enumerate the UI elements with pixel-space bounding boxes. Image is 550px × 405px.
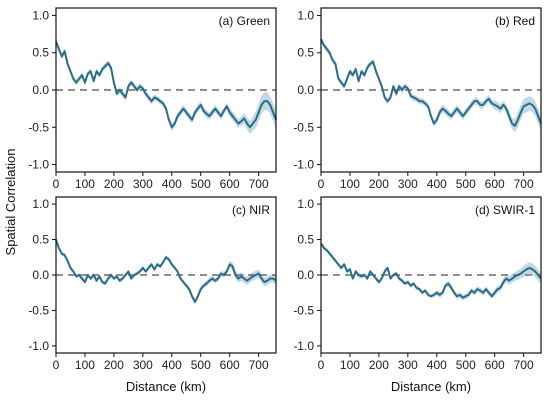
y-tick-label: -1.0 <box>293 158 314 172</box>
correlation-line-swir1 <box>320 242 542 299</box>
x-tick-label: 300 <box>398 177 418 191</box>
x-tick-label: 500 <box>191 177 211 191</box>
x-tick-label: 0 <box>53 177 60 191</box>
y-tick-label: 0.5 <box>32 233 49 247</box>
x-tick-label: 600 <box>485 358 505 372</box>
y-tick-label: 0.5 <box>297 46 314 60</box>
x-tick-label: 400 <box>427 177 447 191</box>
x-tick-label: 300 <box>133 358 153 372</box>
panel-swir1: -1.0 -0.5 0.0 0.5 1.0 0 100 200 300 400 500 600 700 (… <box>293 196 542 372</box>
x-tick-label: 200 <box>369 177 389 191</box>
panel-label-red: (b) Red <box>495 14 535 28</box>
x-tick-label: 100 <box>340 177 360 191</box>
x-tick-label: 600 <box>220 358 240 372</box>
y-tick-label: -1.0 <box>28 339 49 353</box>
y-axis-label: Spatial Correlation <box>3 149 18 256</box>
x-tick-label: 400 <box>162 358 182 372</box>
panel-red: -1.0 -0.5 0.0 0.5 1.0 0 100 200 300 400 500 600 700 (… <box>293 7 542 191</box>
y-tick-label: -1.0 <box>293 339 314 353</box>
confidence-band-green <box>56 38 276 134</box>
x-tick-label: 600 <box>485 177 505 191</box>
confidence-band-nir <box>56 237 276 305</box>
y-tick-label: -0.5 <box>293 120 314 134</box>
x-tick-label: 700 <box>249 177 269 191</box>
x-tick-label: 500 <box>456 358 476 372</box>
x-tick-label: 100 <box>75 177 95 191</box>
panel-label-nir: (c) NIR <box>232 203 270 217</box>
y-tick-label: 0.0 <box>297 83 314 97</box>
correlation-line-nir <box>55 239 277 303</box>
x-tick-label: 200 <box>104 177 124 191</box>
x-axis-label-right: Distance (km) <box>391 379 471 394</box>
correlation-line-green <box>55 41 277 129</box>
y-tick-label: 0.5 <box>32 46 49 60</box>
y-tick-label: -1.0 <box>28 158 49 172</box>
y-tick-label: 0.0 <box>32 83 49 97</box>
y-tick-label: -0.5 <box>28 303 49 317</box>
x-tick-label: 400 <box>427 358 447 372</box>
y-tick-label: -0.5 <box>293 303 314 317</box>
x-tick-label: 200 <box>104 358 124 372</box>
y-tick-label: 1.0 <box>297 197 314 211</box>
x-tick-label: 0 <box>318 358 325 372</box>
x-tick-label: 100 <box>75 358 95 372</box>
y-tick-label: 1.0 <box>32 197 49 211</box>
y-tick-label: 0.0 <box>32 268 49 282</box>
x-tick-label: 300 <box>133 177 153 191</box>
x-tick-label: 300 <box>398 358 418 372</box>
x-tick-label: 700 <box>514 358 534 372</box>
panel-label-green: (a) Green <box>219 14 270 28</box>
panel-label-swir1: (d) SWIR-1 <box>475 203 535 217</box>
x-tick-label: 0 <box>53 358 60 372</box>
confidence-band-swir1 <box>321 240 541 301</box>
x-axis-label-left: Distance (km) <box>126 379 206 394</box>
y-tick-label: 1.0 <box>297 8 314 22</box>
y-tick-label: 0.5 <box>297 233 314 247</box>
x-tick-label: 200 <box>369 358 389 372</box>
x-tick-label: 700 <box>514 177 534 191</box>
x-tick-label: 500 <box>191 358 211 372</box>
x-tick-label: 0 <box>318 177 325 191</box>
panel-nir: -1.0 -0.5 0.0 0.5 1.0 0 100 200 300 400 500 600 700 (… <box>28 196 277 372</box>
x-tick-label: 700 <box>249 358 269 372</box>
y-tick-label: 0.0 <box>297 268 314 282</box>
y-tick-label: 1.0 <box>32 8 49 22</box>
correlation-line-red <box>320 38 542 127</box>
x-tick-label: 600 <box>220 177 240 191</box>
x-tick-label: 100 <box>340 358 360 372</box>
x-tick-label: 400 <box>162 177 182 191</box>
y-tick-label: -0.5 <box>28 120 49 134</box>
x-tick-label: 500 <box>456 177 476 191</box>
panel-green: -1.0 -0.5 0.0 0.5 1.0 0 100 200 300 400 500 600 700 (… <box>28 7 277 191</box>
